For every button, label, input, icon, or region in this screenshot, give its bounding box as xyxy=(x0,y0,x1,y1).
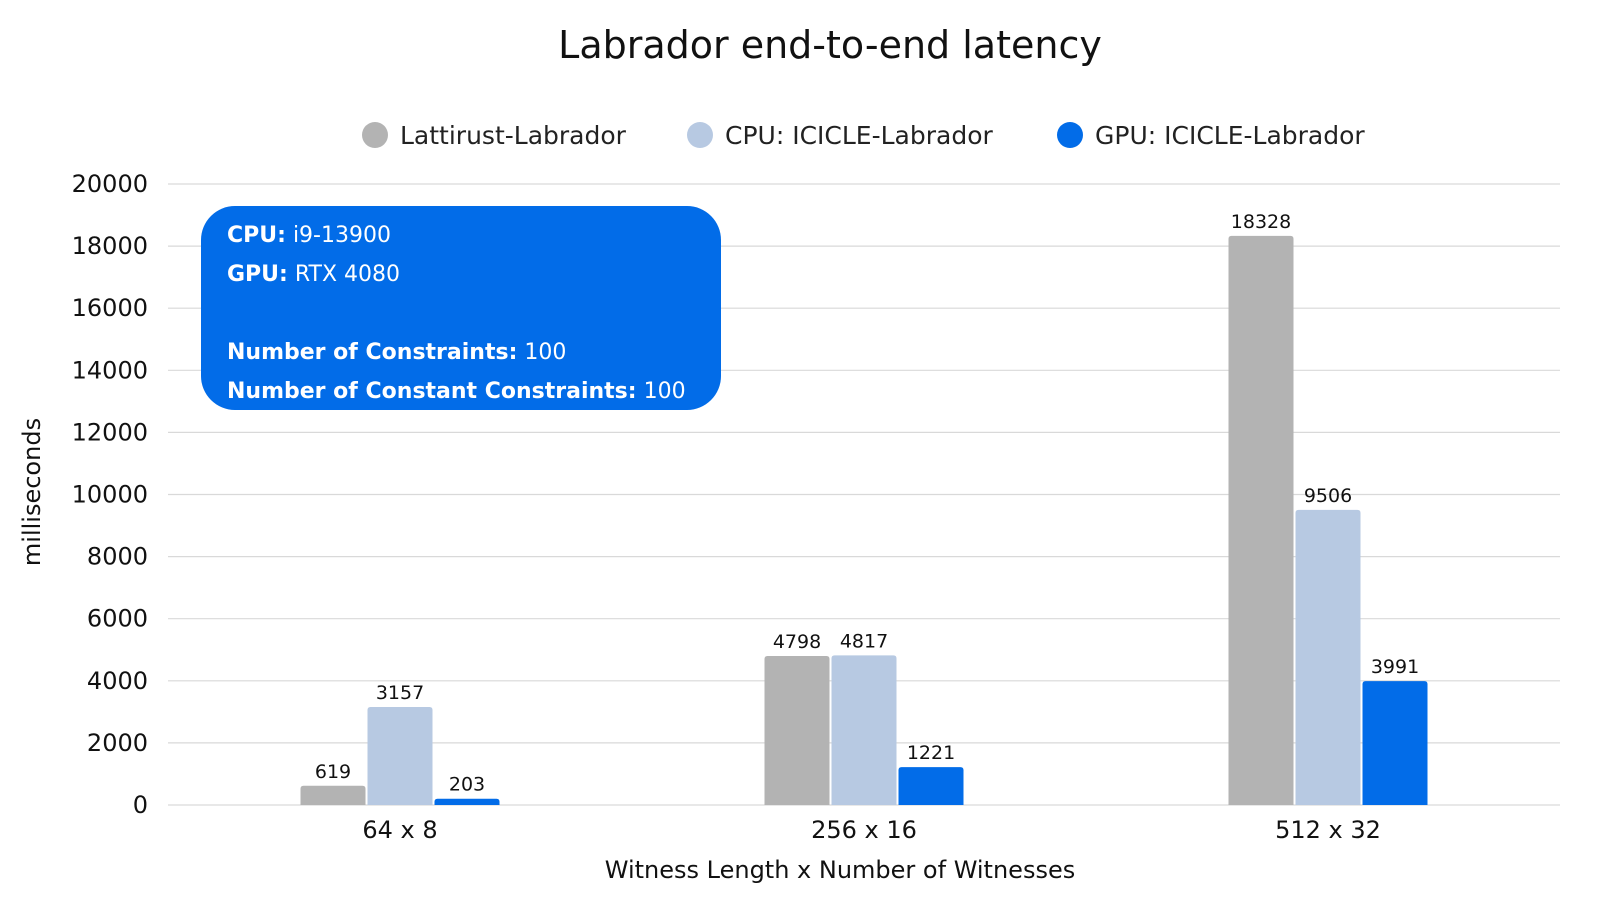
legend-swatch xyxy=(687,122,713,148)
info-spacer xyxy=(227,294,721,333)
bar-gpu-icicle-labrador xyxy=(1362,681,1428,805)
info-key: Number of Constant Constraints: xyxy=(227,379,637,404)
x-axis-label: Witness Length x Number of Witnesses xyxy=(605,856,1075,884)
info-line-constraints: Number of Constraints: 100 xyxy=(227,333,721,372)
y-tick-label: 18000 xyxy=(72,232,148,260)
info-value: i9-13900 xyxy=(292,223,391,248)
data-label: 3157 xyxy=(376,682,424,704)
legend-item: CPU: ICICLE-Labrador xyxy=(687,121,993,150)
bar-lattirust-labrador xyxy=(1228,235,1294,806)
info-line-constant-constraints: Number of Constant Constraints: 100 xyxy=(227,372,721,411)
y-tick-label: 12000 xyxy=(72,418,148,446)
legend-label: GPU: ICICLE-Labrador xyxy=(1095,121,1365,150)
bar-lattirust-labrador xyxy=(300,785,366,805)
y-tick-label: 14000 xyxy=(72,356,148,384)
bar-cpu-icicle-labrador xyxy=(367,706,433,805)
x-tick-label: 256 x 16 xyxy=(811,816,917,844)
legend-swatch xyxy=(1057,122,1083,148)
info-key: Number of Constraints: xyxy=(227,340,518,365)
y-tick-label: 2000 xyxy=(87,729,148,757)
y-tick-label: 10000 xyxy=(72,481,148,509)
data-label: 1221 xyxy=(907,742,955,764)
y-tick-label: 0 xyxy=(133,791,148,819)
y-tick-label: 6000 xyxy=(87,605,148,633)
info-key: CPU: xyxy=(227,223,286,248)
bars xyxy=(300,235,1428,806)
x-tick-label: 512 x 32 xyxy=(1275,816,1381,844)
legend-item: Lattirust-Labrador xyxy=(362,121,627,150)
bar-gpu-icicle-labrador xyxy=(898,767,964,805)
x-tick-label: 64 x 8 xyxy=(362,816,437,844)
data-label: 203 xyxy=(449,774,485,796)
x-axis-ticks: 64 x 8 256 x 16 512 x 32 xyxy=(362,816,1381,844)
data-label: 18328 xyxy=(1231,211,1291,233)
legend-label: Lattirust-Labrador xyxy=(400,121,627,150)
legend: Lattirust-Labrador CPU: ICICLE-Labrador GP… xyxy=(362,121,1365,150)
legend-label: CPU: ICICLE-Labrador xyxy=(725,121,993,150)
bar-cpu-icicle-labrador xyxy=(831,655,897,805)
chart-title: Labrador end-to-end latency xyxy=(558,23,1102,67)
info-value: RTX 4080 xyxy=(294,262,401,287)
y-tick-label: 8000 xyxy=(87,543,148,571)
info-line-gpu: GPU: RTX 4080 xyxy=(227,255,721,294)
bar-cpu-icicle-labrador xyxy=(1295,509,1361,805)
legend-swatch xyxy=(362,122,388,148)
data-label: 4798 xyxy=(773,631,821,653)
info-value: 100 xyxy=(524,340,567,365)
data-labels: 619 3157 203 4798 4817 1221 18328 9506 3991 xyxy=(315,211,1419,796)
bar-gpu-icicle-labrador xyxy=(434,798,500,805)
info-key: GPU: xyxy=(227,262,288,287)
y-tick-label: 16000 xyxy=(72,294,148,322)
y-axis-ticks: 0 2000 4000 6000 8000 10000 12000 14000 16000 180… xyxy=(72,170,148,819)
info-value: 100 xyxy=(643,379,686,404)
bar-lattirust-labrador xyxy=(764,656,830,805)
data-label: 9506 xyxy=(1304,485,1352,507)
y-tick-label: 4000 xyxy=(87,667,148,695)
data-label: 3991 xyxy=(1371,656,1419,678)
hardware-info-box: CPU: i9-13900 GPU: RTX 4080 Number of Co… xyxy=(201,206,721,410)
y-axis-label: milliseconds xyxy=(18,418,46,566)
legend-item: GPU: ICICLE-Labrador xyxy=(1057,121,1365,150)
y-tick-label: 20000 xyxy=(72,170,148,198)
data-label: 619 xyxy=(315,761,351,783)
info-line-cpu: CPU: i9-13900 xyxy=(227,216,721,255)
data-label: 4817 xyxy=(840,630,888,652)
